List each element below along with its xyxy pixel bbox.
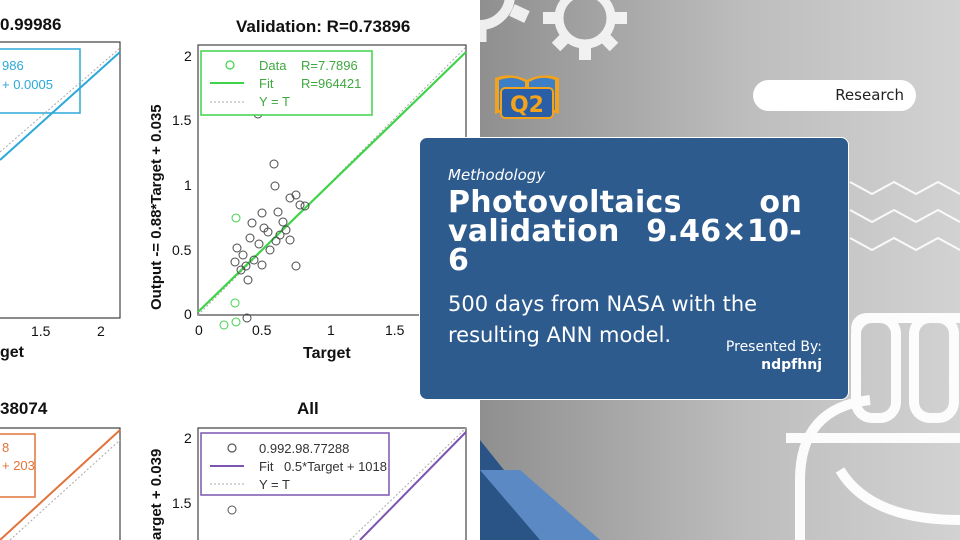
legend-yt-label: Y = T xyxy=(259,94,290,109)
presenter-label: Presented By: xyxy=(725,339,822,355)
scatter-point xyxy=(265,245,275,255)
plot-validation-xlabel: Target xyxy=(303,345,351,362)
content-card: Methodology Photovoltaics on validation … xyxy=(419,137,849,400)
plot-validation-ytick-3: 1.5 xyxy=(172,112,192,128)
plot-all-legend-fit-label: Fit xyxy=(259,459,274,474)
scatter-point xyxy=(285,235,295,245)
presenter-block: Presented By: ndpfhnj xyxy=(726,338,822,374)
plot-all-ylabel: arget + 0.039 xyxy=(148,449,165,540)
book-logo-icon: Q2 xyxy=(495,75,559,119)
scatter-point xyxy=(295,200,305,210)
scatter-point xyxy=(259,223,269,233)
legend-data-marker xyxy=(225,60,235,70)
plot-validation-xtick-1: 0.5 xyxy=(252,322,272,338)
scatter-point xyxy=(257,208,267,218)
scatter-point xyxy=(281,225,291,235)
plot-validation-xtick-3: 1.5 xyxy=(385,322,405,338)
legend-data-value: R=7.7896 xyxy=(301,58,358,73)
scatter-point xyxy=(219,320,229,330)
plot-top-left-title: 0.99986 xyxy=(0,15,61,34)
scatter-point xyxy=(230,298,240,308)
plot-all-legend xyxy=(200,432,390,496)
scatter-point xyxy=(257,260,267,270)
scatter-point xyxy=(269,159,279,169)
legend-fit-label: Fit xyxy=(259,76,274,91)
card-eyebrow: Methodology xyxy=(448,166,546,184)
plot-top-left-tick-1: 1.5 xyxy=(31,323,51,339)
scatter-point xyxy=(230,257,240,267)
card-subtitle: 500 days from NASA with the resulting AN… xyxy=(448,292,758,347)
plot-validation-title: Validation: R=0.73896 xyxy=(236,17,410,36)
plot-validation-ytick-4: 2 xyxy=(184,48,192,64)
research-tag[interactable]: Research xyxy=(753,80,916,111)
scatter-point xyxy=(231,213,241,223)
scatter-point xyxy=(291,190,301,200)
plot-bottom-left-title: 38074 xyxy=(0,399,48,418)
plot-bottom-left-legend-1: 8 xyxy=(2,440,9,455)
plot-top-left: 0.99986 986 + 0.0005 1.5 2 get xyxy=(0,15,121,361)
plot-validation-ytick-1: 0.5 xyxy=(172,242,192,258)
scatter-point xyxy=(273,207,283,217)
legend-data-label: Data xyxy=(259,58,287,73)
card-title: Photovoltaics on validation 9.46×10-6 xyxy=(448,185,802,278)
scatter-point xyxy=(247,218,257,228)
plot-top-left-legend-2: + 0.0005 xyxy=(2,77,53,92)
plot-validation-ytick-2: 1 xyxy=(184,177,192,193)
regression-plots-image: 0.99986 986 + 0.0005 1.5 2 get Validatio… xyxy=(0,0,480,540)
plot-all-legend-data-value: 0.992.98.77288 xyxy=(259,441,349,456)
plot-top-left-legend-1: 986 xyxy=(2,58,24,73)
plot-all-title: All xyxy=(297,399,319,418)
plot-top-left-legend xyxy=(0,48,81,114)
regression-plots-svg: 0.99986 986 + 0.0005 1.5 2 get Validatio… xyxy=(0,15,467,540)
scatter-point xyxy=(291,261,301,271)
scatter-point xyxy=(254,239,264,249)
plot-all: All arget + 0.039 2 1.5 0.992.98.77288 F… xyxy=(148,399,467,540)
plot-validation-xtick-2: 1 xyxy=(327,322,335,338)
scatter-point xyxy=(275,230,285,240)
plot-bottom-left-legend-2: + 203 xyxy=(2,458,35,473)
scatter-point xyxy=(241,261,251,271)
scatter-point xyxy=(243,275,253,285)
scatter-point xyxy=(300,201,310,211)
scatter-point xyxy=(232,243,242,253)
scatter-point xyxy=(242,313,252,323)
plot-bottom-left-legend xyxy=(0,433,36,498)
plot-all-legend-yt-label: Y = T xyxy=(259,477,290,492)
plot-top-left-xlabel: get xyxy=(0,344,25,361)
plot-top-left-tick-2: 2 xyxy=(97,323,105,339)
scatter-point xyxy=(285,193,295,203)
logo-text: Q2 xyxy=(510,93,544,118)
scatter-point xyxy=(245,233,255,243)
plot-all-ytick-0: 2 xyxy=(184,430,192,446)
scatter-point xyxy=(231,317,241,327)
plot-validation-ytick-0: 0 xyxy=(184,306,192,322)
plot-validation-xtick-0: 0 xyxy=(195,322,203,338)
scatter-point xyxy=(238,250,248,260)
scatter-point xyxy=(270,181,280,191)
plot-all-legend-data-marker xyxy=(227,443,237,453)
plot-all-legend-fit-value: 0.5*Target + 1018 xyxy=(284,459,387,474)
plot-all-ytick-1: 1.5 xyxy=(172,495,192,511)
legend-fit-value: R=964421 xyxy=(301,76,361,91)
plot-bottom-left: 38074 8 + 203 xyxy=(0,399,121,540)
scatter-point xyxy=(278,217,288,227)
scatter-point xyxy=(249,255,259,265)
q2-logo: Q2 xyxy=(491,68,563,126)
presenter-name: ndpfhnj xyxy=(761,357,822,373)
plot-validation-ylabel: Output -= 0.88*Target + 0.035 xyxy=(148,104,165,310)
